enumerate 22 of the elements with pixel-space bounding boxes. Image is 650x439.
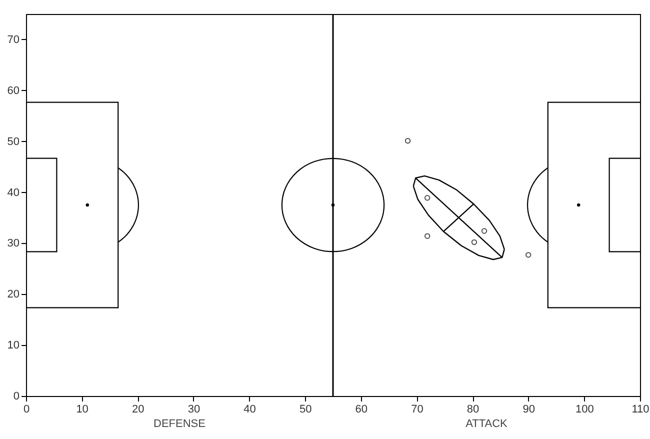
x-tick-label: 50 xyxy=(299,404,312,416)
x-tick-label: 60 xyxy=(355,404,368,416)
x-tick-label: 110 xyxy=(632,404,650,416)
x-tick-label: 10 xyxy=(76,404,88,416)
y-tick-label: 60 xyxy=(7,84,20,97)
x-tick-label: 40 xyxy=(244,404,256,416)
x-tick-label: 90 xyxy=(522,404,535,416)
x-tick-label: 100 xyxy=(576,404,594,416)
x-tick-label: 80 xyxy=(466,404,480,416)
y-tick-label: 0 xyxy=(13,390,20,402)
x-tick-label: 70 xyxy=(411,404,424,416)
text: DEFENSE xyxy=(152,418,206,430)
text: ATTACK xyxy=(464,418,508,430)
x-tick-label: 20 xyxy=(132,404,144,416)
y-tick-label: 20 xyxy=(7,288,20,301)
x-tick-label: 0 xyxy=(23,404,30,416)
y-tick-label: 30 xyxy=(7,238,20,250)
y-tick-label: 50 xyxy=(7,136,20,148)
x-tick-label: 30 xyxy=(188,404,200,416)
y-tick-label: 10 xyxy=(7,340,20,352)
y-tick-label: 40 xyxy=(7,186,20,199)
y-tick-label: 70 xyxy=(7,34,20,46)
